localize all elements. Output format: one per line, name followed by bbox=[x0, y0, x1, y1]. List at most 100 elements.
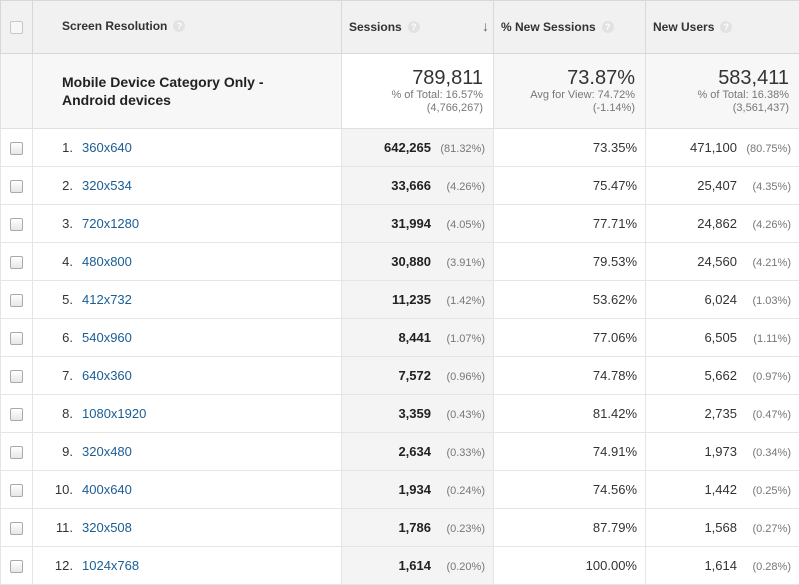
table-row: 4.480x800 30,880(3.91%) 79.53% 24,560(4.… bbox=[1, 243, 799, 281]
row-pct-new-sessions: 74.78% bbox=[593, 368, 637, 383]
segment-label-cell: Mobile Device Category Only - Android de… bbox=[33, 54, 342, 129]
summary-pct-new-avg: Avg for View: 74.72% bbox=[494, 89, 635, 102]
resolution-link[interactable]: 360x640 bbox=[82, 140, 132, 155]
row-pct-new-sessions: 77.06% bbox=[593, 330, 637, 345]
row-sessions: 642,265 bbox=[384, 140, 431, 155]
row-pct-new-sessions-cell: 75.47% bbox=[494, 167, 646, 205]
row-pct-new-sessions-cell: 79.53% bbox=[494, 243, 646, 281]
row-sessions-cell: 11,235(1.42%) bbox=[342, 281, 494, 319]
row-sessions: 11,235 bbox=[392, 292, 431, 307]
row-new-users-cell: 471,100(80.75%) bbox=[646, 129, 799, 167]
summary-spacer bbox=[1, 54, 33, 129]
column-header-sessions[interactable]: Sessions? ↓ bbox=[342, 1, 494, 54]
sort-descending-icon[interactable]: ↓ bbox=[482, 18, 489, 34]
row-new-users-cell: 1,614(0.28%) bbox=[646, 547, 799, 585]
table-row: 11.320x508 1,786(0.23%) 87.79% 1,568(0.2… bbox=[1, 509, 799, 547]
resolution-link[interactable]: 1024x768 bbox=[82, 558, 139, 573]
row-new-users-cell: 1,973(0.34%) bbox=[646, 433, 799, 471]
row-pct-new-sessions: 75.47% bbox=[593, 178, 637, 193]
row-sessions-cell: 2,634(0.33%) bbox=[342, 433, 494, 471]
row-index: 5. bbox=[33, 292, 73, 307]
row-checkbox[interactable] bbox=[10, 484, 23, 497]
summary-pct-new-diff: (-1.14%) bbox=[494, 102, 635, 115]
row-checkbox[interactable] bbox=[10, 142, 23, 155]
resolution-link[interactable]: 540x960 bbox=[82, 330, 132, 345]
resolution-link[interactable]: 720x1280 bbox=[82, 216, 139, 231]
summary-sessions-total-count: (4,766,267) bbox=[342, 102, 483, 115]
row-select-cell bbox=[1, 129, 33, 167]
row-sessions-cell: 3,359(0.43%) bbox=[342, 395, 494, 433]
row-checkbox[interactable] bbox=[10, 408, 23, 421]
resolution-link[interactable]: 480x800 bbox=[82, 254, 132, 269]
row-pct-new-sessions-cell: 77.71% bbox=[494, 205, 646, 243]
row-dimension-cell: 2.320x534 bbox=[33, 167, 342, 205]
row-pct-new-sessions-cell: 77.06% bbox=[494, 319, 646, 357]
row-dimension-cell: 10.400x640 bbox=[33, 471, 342, 509]
row-new-users: 6,024 bbox=[704, 292, 737, 307]
row-select-cell bbox=[1, 243, 33, 281]
row-sessions: 30,880 bbox=[391, 254, 431, 269]
column-header-screen-resolution[interactable]: Screen Resolution? bbox=[33, 1, 342, 54]
row-checkbox[interactable] bbox=[10, 522, 23, 535]
column-label: Screen Resolution bbox=[62, 19, 167, 33]
help-icon[interactable]: ? bbox=[173, 20, 185, 32]
row-index: 12. bbox=[33, 558, 73, 573]
row-new-users-pct: (4.35%) bbox=[741, 181, 791, 193]
row-checkbox[interactable] bbox=[10, 218, 23, 231]
resolution-link[interactable]: 400x640 bbox=[82, 482, 132, 497]
help-icon[interactable]: ? bbox=[408, 21, 420, 33]
row-pct-new-sessions-cell: 100.00% bbox=[494, 547, 646, 585]
row-index: 11. bbox=[33, 520, 73, 535]
row-new-users: 1,614 bbox=[704, 558, 737, 573]
row-new-users-cell: 5,662(0.97%) bbox=[646, 357, 799, 395]
row-index: 9. bbox=[33, 444, 73, 459]
row-pct-new-sessions: 74.56% bbox=[593, 482, 637, 497]
row-new-users: 1,442 bbox=[704, 482, 737, 497]
row-new-users-pct: (1.03%) bbox=[741, 295, 791, 307]
column-header-new-users[interactable]: New Users? bbox=[646, 1, 799, 54]
row-select-cell bbox=[1, 509, 33, 547]
row-new-users: 24,862 bbox=[697, 216, 737, 231]
select-all-checkbox[interactable] bbox=[10, 21, 23, 34]
summary-sessions: 789,811 % of Total: 16.57% (4,766,267) bbox=[342, 54, 494, 129]
row-checkbox[interactable] bbox=[10, 370, 23, 383]
row-index: 1. bbox=[33, 140, 73, 155]
row-checkbox[interactable] bbox=[10, 294, 23, 307]
column-header-pct-new-sessions[interactable]: % New Sessions? bbox=[494, 1, 646, 54]
row-new-users-pct: (0.25%) bbox=[741, 485, 791, 497]
summary-sessions-total: % of Total: 16.57% bbox=[342, 89, 483, 102]
resolution-link[interactable]: 1080x1920 bbox=[82, 406, 146, 421]
row-checkbox[interactable] bbox=[10, 446, 23, 459]
resolution-link[interactable]: 640x360 bbox=[82, 368, 132, 383]
row-dimension-cell: 1. 360x640 bbox=[33, 129, 342, 167]
help-icon[interactable]: ? bbox=[602, 21, 614, 33]
row-select-cell bbox=[1, 167, 33, 205]
row-pct-new-sessions-cell: 81.42% bbox=[494, 395, 646, 433]
table-row: 7.640x360 7,572(0.96%) 74.78% 5,662(0.97… bbox=[1, 357, 799, 395]
row-new-users: 1,973 bbox=[704, 444, 737, 459]
row-checkbox[interactable] bbox=[10, 256, 23, 269]
row-new-users: 1,568 bbox=[704, 520, 737, 535]
resolution-link[interactable]: 320x534 bbox=[82, 178, 132, 193]
resolution-link[interactable]: 320x508 bbox=[82, 520, 132, 535]
table-row: 8.1080x1920 3,359(0.43%) 81.42% 2,735(0.… bbox=[1, 395, 799, 433]
row-pct-new-sessions-cell: 74.91% bbox=[494, 433, 646, 471]
row-sessions-pct: (1.07%) bbox=[435, 333, 485, 345]
row-sessions-pct: (0.96%) bbox=[435, 371, 485, 383]
row-sessions-pct: (0.43%) bbox=[435, 409, 485, 421]
row-checkbox[interactable] bbox=[10, 560, 23, 573]
row-checkbox[interactable] bbox=[10, 180, 23, 193]
select-all-cell bbox=[1, 1, 33, 54]
help-icon[interactable]: ? bbox=[720, 21, 732, 33]
table-row: 10.400x640 1,934(0.24%) 74.56% 1,442(0.2… bbox=[1, 471, 799, 509]
row-dimension-cell: 6.540x960 bbox=[33, 319, 342, 357]
row-new-users-cell: 24,862(4.26%) bbox=[646, 205, 799, 243]
resolution-link[interactable]: 412x732 bbox=[82, 292, 132, 307]
row-new-users-pct: (4.21%) bbox=[741, 257, 791, 269]
row-pct-new-sessions-cell: 87.79% bbox=[494, 509, 646, 547]
row-sessions: 8,441 bbox=[398, 330, 431, 345]
column-label: Sessions bbox=[349, 20, 402, 34]
summary-row: Mobile Device Category Only - Android de… bbox=[1, 54, 799, 129]
row-checkbox[interactable] bbox=[10, 332, 23, 345]
resolution-link[interactable]: 320x480 bbox=[82, 444, 132, 459]
